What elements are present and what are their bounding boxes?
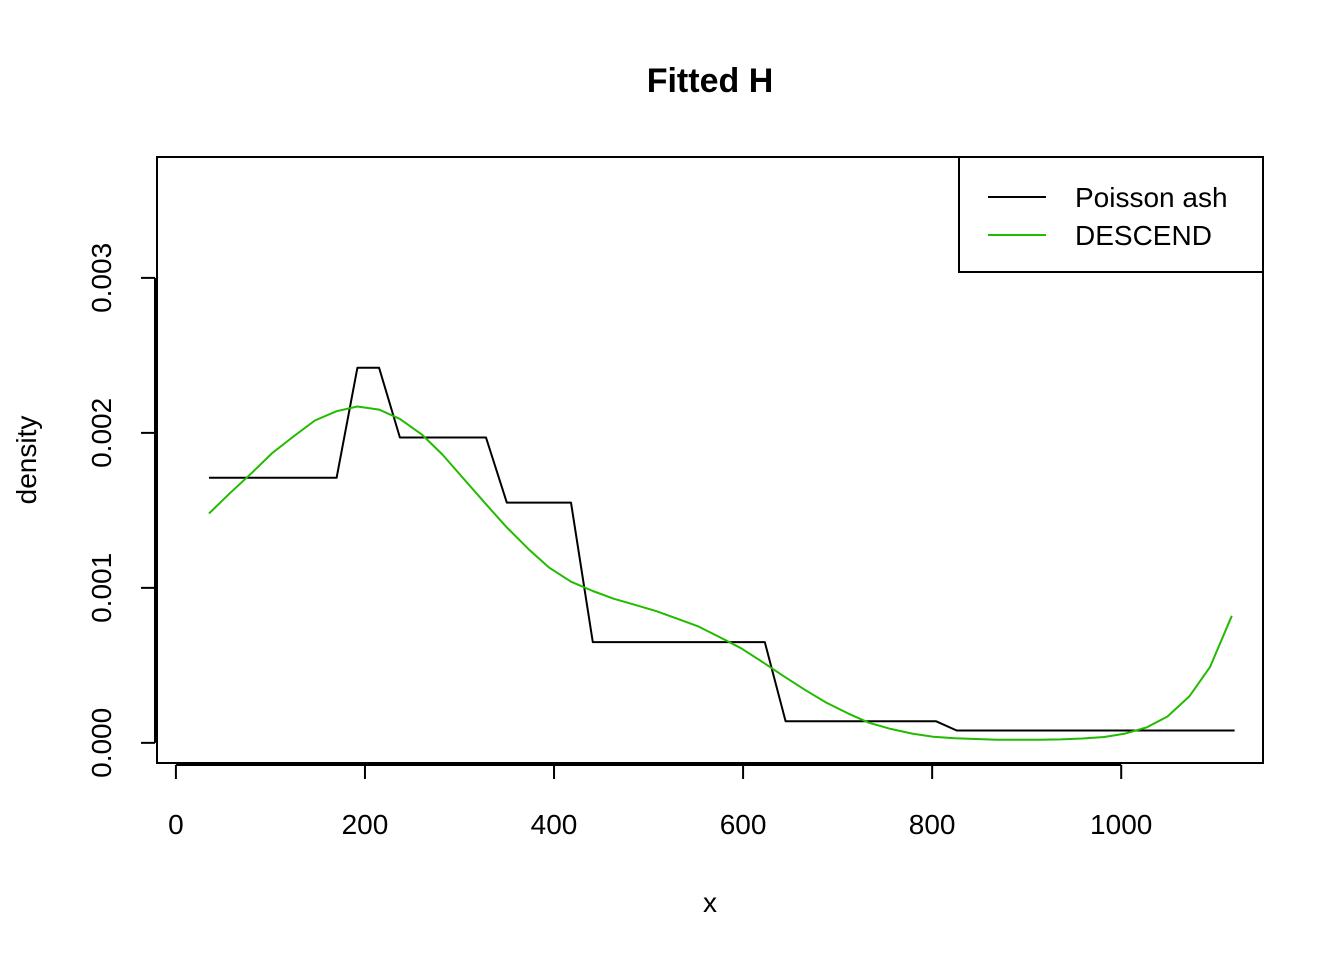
series-layer xyxy=(208,366,1235,741)
legend-label: DESCEND xyxy=(1075,220,1212,251)
y-tick-label: 0.000 xyxy=(86,708,117,778)
legend-box xyxy=(958,156,1264,273)
legend: Poisson ash DESCEND xyxy=(958,156,1264,273)
x-axis: 0 200 400 600 800 1000 xyxy=(168,764,1152,840)
legend-label: Poisson ash xyxy=(1075,182,1228,213)
x-tick-label: 1000 xyxy=(1090,809,1152,840)
chart-title: Fitted H xyxy=(647,62,774,100)
x-tick-label: 0 xyxy=(168,809,184,840)
y-axis-label: density xyxy=(11,416,42,505)
x-tick-label: 800 xyxy=(909,809,956,840)
y-tick-label: 0.002 xyxy=(86,398,117,468)
y-tick-label: 0.003 xyxy=(86,243,117,313)
y-tick-label: 0.001 xyxy=(86,553,117,623)
x-axis-label: x xyxy=(703,887,717,918)
x-tick-label: 600 xyxy=(720,809,767,840)
series-line-descend xyxy=(208,405,1233,741)
x-tick-label: 400 xyxy=(531,809,578,840)
y-axis: 0.000 0.001 0.002 0.003 xyxy=(86,243,156,778)
series-line-poisson-ash xyxy=(209,366,1235,732)
plot-frame xyxy=(156,156,1264,764)
x-tick-label: 200 xyxy=(342,809,389,840)
